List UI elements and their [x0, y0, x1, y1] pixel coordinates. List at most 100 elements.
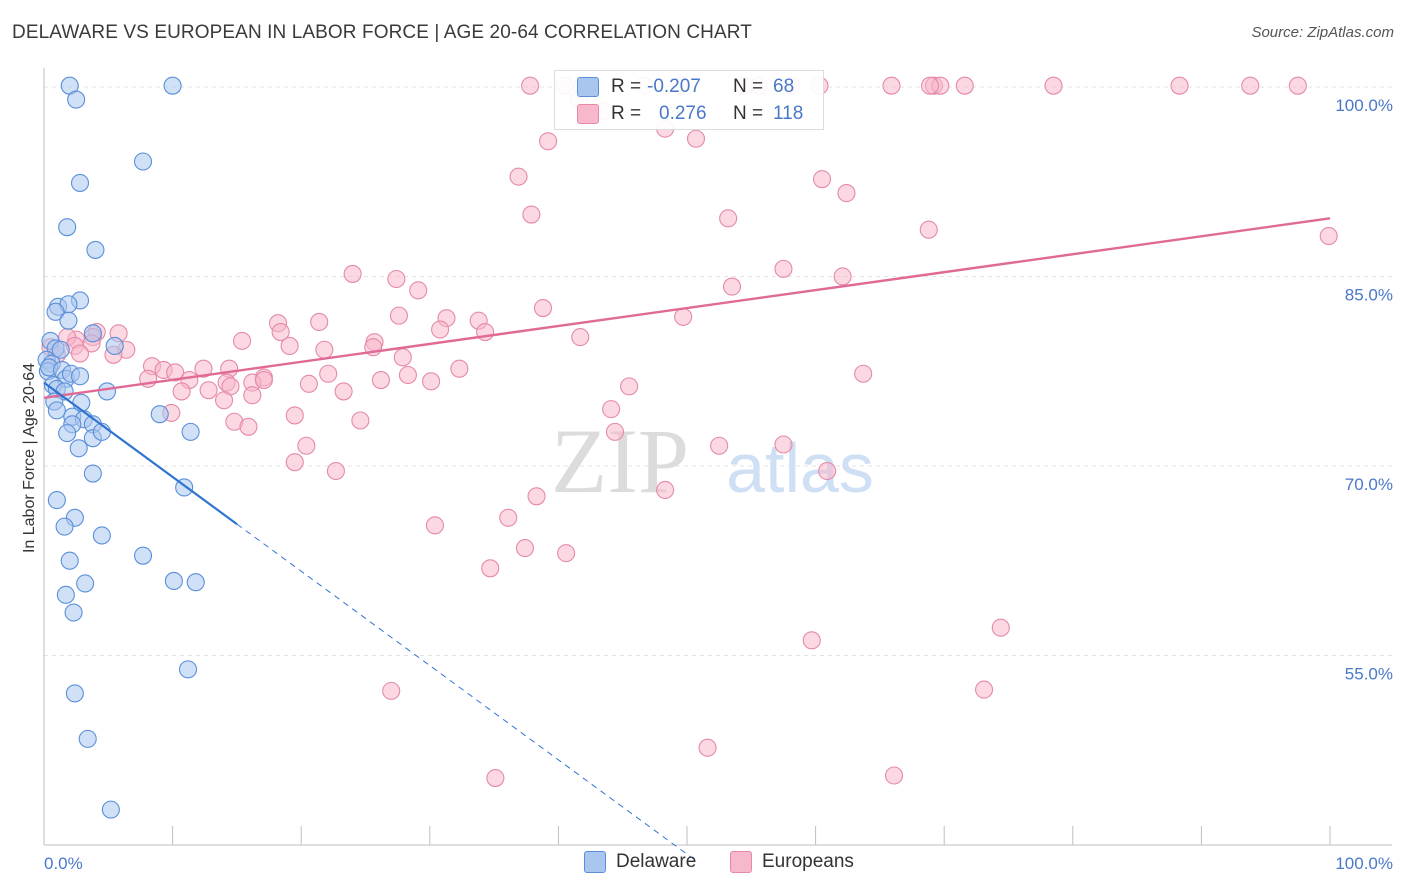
data-point	[393, 348, 412, 367]
x-tick-label: 100.0%	[1335, 854, 1393, 873]
watermark: ZIP atlas	[551, 410, 874, 512]
data-point	[58, 424, 77, 443]
delaware-points	[37, 76, 205, 819]
data-point	[774, 259, 793, 278]
r-value: 0.276	[659, 103, 707, 124]
axes	[43, 68, 1392, 846]
data-point	[656, 480, 675, 500]
y-tick-label: 70.0%	[1345, 475, 1393, 494]
data-point	[86, 240, 105, 259]
data-point	[774, 435, 793, 454]
data-point	[55, 517, 74, 536]
delaware-trend-line	[43, 381, 238, 525]
legend-item-delaware[interactable]: Delaware	[584, 851, 696, 873]
data-point	[854, 364, 873, 383]
data-point	[602, 400, 621, 419]
data-point	[571, 328, 590, 347]
r-value: -0.207	[647, 76, 701, 97]
data-point	[101, 800, 120, 819]
data-point	[605, 422, 625, 441]
data-point	[310, 312, 329, 331]
data-point	[243, 386, 262, 405]
data-point	[254, 371, 273, 390]
data-point	[69, 439, 88, 458]
data-point	[150, 405, 169, 424]
data-point	[509, 167, 528, 186]
r-label: R =	[611, 76, 642, 97]
data-point	[178, 660, 198, 679]
data-point	[65, 684, 84, 703]
data-point	[802, 631, 821, 650]
data-point	[285, 406, 304, 425]
data-point	[1241, 76, 1260, 95]
data-point	[46, 302, 65, 321]
data-point	[481, 559, 500, 578]
data-point	[194, 359, 213, 378]
data-point	[884, 766, 904, 785]
data-point	[371, 371, 390, 390]
data-point	[271, 323, 290, 342]
data-point	[92, 526, 111, 545]
europeans-swatch	[730, 851, 752, 873]
data-point	[991, 618, 1010, 637]
legend-label-delaware: Delaware	[616, 851, 697, 872]
data-point	[521, 76, 540, 95]
data-point	[409, 281, 428, 300]
data-point	[389, 306, 408, 325]
data-point	[557, 544, 576, 563]
data-point	[133, 152, 153, 171]
y-tick-labels: 55.0% 70.0% 85.0% 100.0%	[1335, 96, 1393, 684]
data-point	[955, 76, 974, 95]
legend-item-europeans[interactable]: Europeans	[730, 851, 854, 873]
data-point	[181, 422, 200, 441]
europeans-points	[41, 76, 1338, 788]
y-axis-label: In Labor Force | Age 20-64	[21, 363, 38, 553]
data-point	[163, 76, 182, 95]
n-label: N =	[733, 103, 764, 124]
data-point	[64, 603, 83, 622]
data-point	[58, 218, 77, 237]
y-tick-label: 100.0%	[1335, 96, 1393, 115]
data-point	[686, 129, 706, 148]
data-point	[166, 363, 185, 382]
x-tick-labels: 0.0% 100.0%	[44, 854, 1393, 873]
data-point	[47, 401, 66, 420]
data-point	[431, 320, 450, 339]
data-point	[83, 464, 102, 483]
data-point	[837, 184, 856, 203]
legend-row-europeans: R = 0.276 N = 118	[555, 101, 823, 127]
data-point	[674, 307, 693, 326]
data-point	[387, 269, 406, 289]
data-point	[515, 539, 535, 558]
x-tick-label: 0.0%	[44, 854, 83, 873]
data-point	[533, 298, 553, 318]
data-point	[382, 681, 401, 700]
data-point	[975, 680, 994, 699]
data-point	[199, 381, 218, 400]
data-point	[326, 461, 345, 481]
data-point	[343, 264, 362, 283]
data-point	[833, 267, 852, 286]
data-point	[319, 364, 338, 383]
chart-title: DELAWARE VS EUROPEAN IN LABOR FORCE | AG…	[12, 22, 752, 43]
watermark-atlas: atlas	[726, 429, 874, 507]
r-label: R =	[611, 103, 642, 124]
delaware-trend-extension	[236, 523, 694, 860]
data-point	[172, 382, 191, 401]
data-point	[297, 436, 316, 455]
data-point	[47, 491, 66, 510]
data-point	[620, 377, 639, 396]
data-point	[232, 331, 252, 350]
data-point	[499, 508, 518, 527]
y-tick-label: 85.0%	[1345, 285, 1393, 304]
legend-label-europeans: Europeans	[762, 851, 854, 872]
data-point	[78, 729, 97, 748]
data-point	[539, 132, 558, 151]
data-point	[59, 311, 78, 330]
data-point	[133, 546, 153, 565]
data-point	[239, 417, 258, 436]
europeans-trend-line	[43, 217, 1331, 399]
data-point	[51, 340, 70, 359]
data-point	[334, 382, 353, 401]
